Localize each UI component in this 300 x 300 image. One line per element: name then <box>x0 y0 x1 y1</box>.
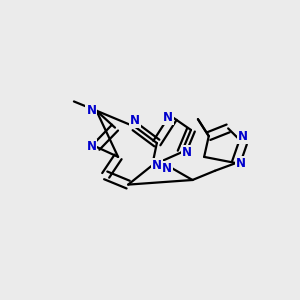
Text: N: N <box>130 114 140 127</box>
Text: N: N <box>86 140 96 153</box>
Text: N: N <box>163 111 173 124</box>
Text: N: N <box>152 159 162 172</box>
Text: N: N <box>182 146 192 159</box>
Text: N: N <box>236 157 246 169</box>
Text: N: N <box>162 162 172 175</box>
Text: N: N <box>86 104 96 117</box>
Text: N: N <box>238 130 248 143</box>
